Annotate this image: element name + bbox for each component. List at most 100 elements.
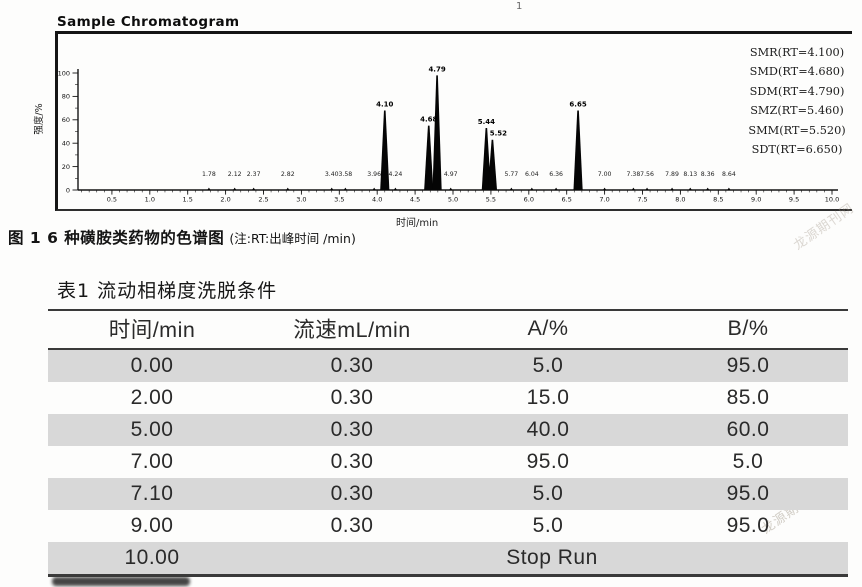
legend-entry: SMM(RT=5.520) <box>748 123 846 137</box>
svg-text:5.5: 5.5 <box>486 196 496 204</box>
table-cell: 5.0 <box>732 450 764 473</box>
table-header-row: 时间/min 流速mL/min A/% B/% <box>48 310 848 350</box>
svg-text:8.13: 8.13 <box>683 171 697 178</box>
table-cell: 7.00 <box>130 450 174 473</box>
svg-text:100: 100 <box>58 69 70 77</box>
table-row: 9.00 0.30 5.0 95.0 <box>48 510 848 542</box>
table-cell: 9.00 <box>130 514 174 537</box>
cropped-text-smudge <box>52 577 190 586</box>
table-cell: 0.30 <box>330 418 374 441</box>
table-cell: 40.0 <box>526 418 570 441</box>
svg-text:2.0: 2.0 <box>220 196 230 204</box>
svg-text:60: 60 <box>62 116 70 124</box>
legend-entry: SDT(RT=6.650) <box>751 143 843 157</box>
svg-text:6.04: 6.04 <box>525 171 539 178</box>
gradient-table-section: 表1 流动相梯度洗脱条件 时间/min 流速mL/min A/% B/% 0.00 0.… <box>48 276 848 577</box>
chromatogram-frame <box>55 31 852 211</box>
svg-text:5.0: 5.0 <box>448 196 458 204</box>
svg-text:8.64: 8.64 <box>722 171 736 178</box>
svg-text:2.37: 2.37 <box>247 171 261 178</box>
y-axis-label: 强度/% <box>34 103 45 135</box>
peak-labels: 1.78 2.12 2.37 2.82 3.40 3.58 3.96 4.24 4.97 5.77… <box>202 65 736 178</box>
svg-text:1.0: 1.0 <box>145 196 155 204</box>
table-cell: 5.0 <box>532 482 564 505</box>
svg-text:40: 40 <box>62 140 70 148</box>
table-cell: 5.0 <box>532 354 564 377</box>
column-header: A/% <box>448 310 648 350</box>
table-row: 2.00 0.30 15.0 85.0 <box>48 382 848 414</box>
svg-text:5.52: 5.52 <box>490 130 507 138</box>
table-cell: 5.0 <box>532 514 564 537</box>
stop-run-cell: Stop Run <box>506 546 598 569</box>
svg-text:7.56: 7.56 <box>640 171 654 178</box>
svg-text:7.38: 7.38 <box>627 171 641 178</box>
table-cell: 95.0 <box>726 514 770 537</box>
svg-text:8.0: 8.0 <box>675 196 685 204</box>
legend-entry: SDM(RT=4.790) <box>749 84 845 98</box>
svg-text:3.0: 3.0 <box>296 196 306 204</box>
svg-text:7.5: 7.5 <box>637 196 647 204</box>
column-header: 流速mL/min <box>256 310 448 350</box>
chromatogram-legend: SMR(RT=4.100) SMD(RT=4.680) SDM(RT=4.790) S… <box>736 43 858 159</box>
svg-text:6.0: 6.0 <box>524 196 534 204</box>
axes <box>77 69 838 191</box>
svg-text:8.5: 8.5 <box>713 196 723 204</box>
figure-caption-note: (注:RT:出峰时间 /min) <box>229 231 356 246</box>
svg-text:80: 80 <box>62 93 70 101</box>
svg-text:7.00: 7.00 <box>598 171 612 178</box>
svg-text:20: 20 <box>62 163 70 171</box>
svg-text:4.0: 4.0 <box>372 196 382 204</box>
table-cell: 95.0 <box>526 450 570 473</box>
table-row: 0.00 0.30 5.0 95.0 <box>48 349 848 382</box>
table-cell: 2.00 <box>130 386 174 409</box>
page-corner-mark: 1 <box>516 1 523 12</box>
table-cell: 60.0 <box>726 418 770 441</box>
svg-text:2.12: 2.12 <box>228 171 242 178</box>
svg-text:5.44: 5.44 <box>478 118 495 126</box>
svg-text:6.65: 6.65 <box>569 100 586 108</box>
table-cell: 0.30 <box>330 482 374 505</box>
svg-text:6.36: 6.36 <box>549 171 563 178</box>
svg-text:10.0: 10.0 <box>825 196 839 204</box>
peaks <box>207 75 731 190</box>
figure-caption: 图 1 6 种磺胺类药物的色谱图 (注:RT:出峰时间 /min) <box>8 226 356 248</box>
table-cell: 95.0 <box>726 482 770 505</box>
svg-text:4.97: 4.97 <box>444 171 458 178</box>
svg-text:8.36: 8.36 <box>701 171 715 178</box>
table-final-row: 10.00 Stop Run <box>48 542 848 576</box>
table-row: 5.00 0.30 40.0 60.0 <box>48 414 848 446</box>
table-cell: 95.0 <box>726 354 770 377</box>
axis-ticks: 0 20 40 60 80 100 0.5 1.0 1.5 2.0 2.5 3.0 3.5 4.0 4.5 5… <box>58 69 840 203</box>
table-cell: 0.30 <box>330 354 374 377</box>
table-cell: 10.00 <box>124 546 180 569</box>
legend-entry: SMD(RT=4.680) <box>749 65 845 79</box>
legend-entry: SMR(RT=4.100) <box>749 46 845 59</box>
svg-text:4.24: 4.24 <box>389 171 403 178</box>
svg-text:4.79: 4.79 <box>428 65 445 73</box>
table-cell: 85.0 <box>726 386 770 409</box>
table-cell: 5.00 <box>130 418 174 441</box>
chromatogram-title: Sample Chromatogram <box>57 14 240 30</box>
svg-text:6.5: 6.5 <box>562 196 572 204</box>
svg-text:4.10: 4.10 <box>376 100 393 108</box>
table-title: 表1 流动相梯度洗脱条件 <box>57 280 278 302</box>
svg-text:3.58: 3.58 <box>338 171 352 178</box>
svg-text:1.78: 1.78 <box>202 171 216 178</box>
svg-text:7.0: 7.0 <box>599 196 609 204</box>
table-cell: 0.00 <box>130 354 174 377</box>
svg-text:9.0: 9.0 <box>751 196 761 204</box>
svg-text:9.5: 9.5 <box>789 196 799 204</box>
legend-entry: SMZ(RT=5.460) <box>750 104 844 118</box>
table-cell: 0.30 <box>330 386 374 409</box>
svg-text:7.89: 7.89 <box>665 171 679 178</box>
svg-text:1.5: 1.5 <box>183 196 193 204</box>
svg-text:5.77: 5.77 <box>504 171 518 178</box>
svg-text:2.82: 2.82 <box>281 171 295 178</box>
svg-text:0: 0 <box>66 186 70 194</box>
gradient-table: 时间/min 流速mL/min A/% B/% 0.00 0.30 5.0 95.0 2.00… <box>48 309 848 577</box>
figure-caption-text: 图 1 6 种磺胺类药物的色谱图 <box>8 229 225 247</box>
x-axis-label: 时间/min <box>396 218 439 229</box>
svg-text:3.96: 3.96 <box>367 171 381 178</box>
svg-text:3.40: 3.40 <box>325 171 339 178</box>
